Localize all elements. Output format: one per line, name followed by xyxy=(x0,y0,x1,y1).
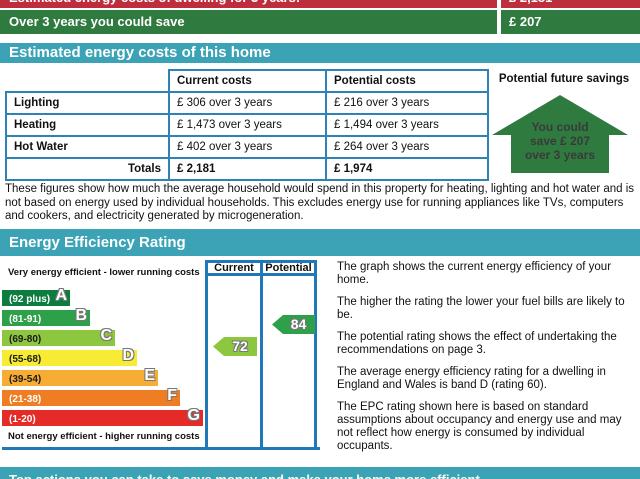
rating-band-d: (55-68) D xyxy=(2,347,137,366)
savings-label: Over 3 years you could save xyxy=(9,14,185,29)
rating-band-g: (1-20) G xyxy=(2,407,203,426)
band-range-label: (21-38) xyxy=(9,394,42,405)
current-costs-header: Current costs xyxy=(168,69,327,93)
table-row: Lighting £ 306 over 3 years £ 216 over 3… xyxy=(5,91,489,115)
rating-band-f: (21-38) F xyxy=(2,387,180,406)
chart-bottom-border xyxy=(2,447,320,450)
table-totals-row: Totals £ 2,181 £ 1,974 xyxy=(5,157,489,181)
band-letter: F xyxy=(167,387,177,404)
band-letter: A xyxy=(55,287,67,304)
costs-disclaimer-text: These figures show how much the average … xyxy=(5,183,635,222)
lighting-potential-cost: £ 216 over 3 years xyxy=(325,91,489,115)
estimated-costs-value: £ 2,181 xyxy=(509,0,552,9)
rating-note: The graph shows the current energy effic… xyxy=(337,261,612,286)
band-range-label: (1-20) xyxy=(9,414,36,425)
estimated-costs-summary-row: Estimated energy costs of dwelling for 3… xyxy=(0,0,640,9)
rating-notes: The graph shows the current energy effic… xyxy=(337,261,636,462)
table-header-row: Current costs Potential costs xyxy=(6,69,489,93)
chart-caption-bottom: Not energy efficient - higher running co… xyxy=(8,431,200,442)
future-savings-header: Potential future savings xyxy=(498,73,630,85)
chart-caption-top: Very energy efficient - lower running co… xyxy=(8,267,200,278)
current-rating-value: 72 xyxy=(232,338,248,354)
summary-row-divider xyxy=(497,0,501,8)
current-column-header: Current xyxy=(214,262,254,274)
table-row: Hot Water £ 402 over 3 years £ 264 over … xyxy=(5,135,489,159)
band-letter: D xyxy=(122,347,134,364)
chart-column-border xyxy=(205,260,208,450)
potential-rating-value: 84 xyxy=(290,316,307,332)
current-rating-pointer: 72 xyxy=(213,337,257,356)
chart-column-border xyxy=(205,260,317,263)
band-letter: C xyxy=(100,327,112,344)
savings-summary-row: Over 3 years you could save £ 207 xyxy=(0,10,640,34)
left-arrow-icon xyxy=(213,337,257,356)
hot-water-current-cost: £ 402 over 3 years xyxy=(168,135,327,159)
row-label-heating: Heating xyxy=(5,113,170,137)
band-range-label: (81-91) xyxy=(9,314,42,325)
costs-section-header: Estimated energy costs of this home xyxy=(0,43,640,63)
totals-label: Totals xyxy=(5,157,170,181)
savings-house-text: You could save £ 207 over 3 years xyxy=(492,120,628,162)
savings-house-line: You could xyxy=(531,120,589,134)
savings-value: £ 207 xyxy=(509,14,542,29)
totals-current-cost: £ 2,181 xyxy=(168,157,327,181)
heating-current-cost: £ 1,473 over 3 years xyxy=(168,113,327,137)
band-range-label: (55-68) xyxy=(9,354,42,365)
top-actions-section-header: Top actions you can take to save money a… xyxy=(0,467,640,479)
rating-section-header: Energy Efficiency Rating xyxy=(0,229,640,256)
chart-column-border xyxy=(314,260,317,450)
rating-band-b: (81-91) B xyxy=(2,307,90,326)
table-row: Heating £ 1,473 over 3 years £ 1,494 ove… xyxy=(5,113,489,137)
band-range-label: (69-80) xyxy=(9,334,42,345)
band-letter: E xyxy=(144,367,155,384)
savings-house-line: save £ 207 xyxy=(529,134,591,148)
band-letter: B xyxy=(75,307,87,324)
lighting-current-cost: £ 306 over 3 years xyxy=(168,91,327,115)
left-arrow-icon xyxy=(272,315,315,334)
rating-band-c: (69-80) C xyxy=(2,327,115,346)
heating-potential-cost: £ 1,494 over 3 years xyxy=(325,113,489,137)
chart-column-border xyxy=(205,273,317,276)
rating-band-e: (39-54) E xyxy=(2,367,158,386)
potential-column-header: Potential xyxy=(265,262,312,274)
savings-house-line: over 3 years xyxy=(524,148,596,162)
rating-note: The potential rating shows the effect of… xyxy=(337,331,617,356)
summary-row-divider xyxy=(497,10,501,34)
totals-potential-cost: £ 1,974 xyxy=(325,157,489,181)
energy-costs-table: Current costs Potential costs Lighting £… xyxy=(5,69,489,181)
savings-house-icon xyxy=(492,95,628,173)
band-letter: G xyxy=(187,407,200,424)
blank-header-cell xyxy=(6,70,170,93)
row-label-hot-water: Hot Water xyxy=(5,135,170,159)
rating-note: The EPC rating shown here is based on st… xyxy=(337,401,622,452)
chart-column-border xyxy=(260,260,263,450)
band-range-label: (39-54) xyxy=(9,374,42,385)
potential-costs-header: Potential costs xyxy=(325,69,489,93)
rating-note: The higher the rating the lower your fue… xyxy=(337,296,625,321)
rating-band-a: (92 plus) A xyxy=(2,287,70,306)
estimated-costs-label: Estimated energy costs of dwelling for 3… xyxy=(9,0,300,9)
row-label-lighting: Lighting xyxy=(5,91,170,115)
rating-note: The average energy efficiency rating for… xyxy=(337,366,606,391)
band-range-label: (92 plus) xyxy=(9,294,51,305)
potential-rating-pointer: 84 xyxy=(272,315,315,334)
savings-house: You could save £ 207 over 3 years xyxy=(492,95,628,173)
hot-water-potential-cost: £ 264 over 3 years xyxy=(325,135,489,159)
